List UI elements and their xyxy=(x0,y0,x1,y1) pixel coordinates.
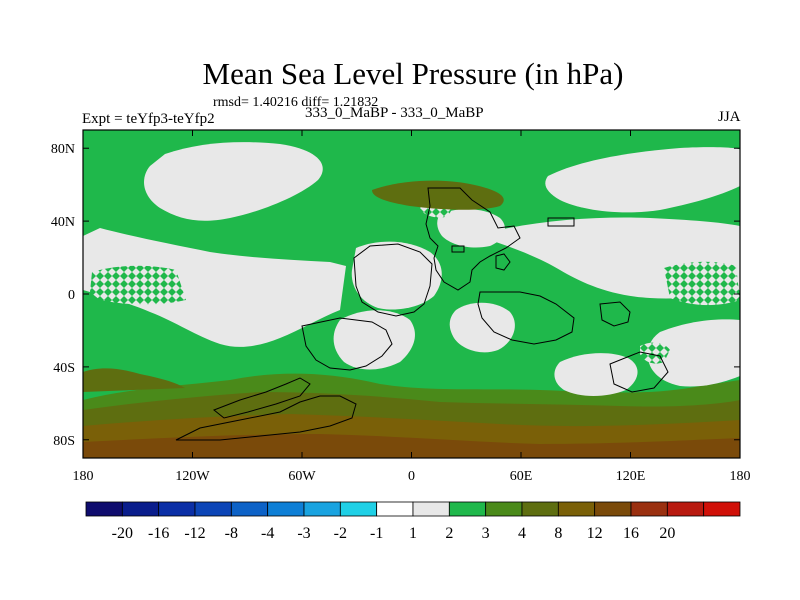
run-comparison-label: 333_0_MaBP - 333_0_MaBP xyxy=(305,105,484,121)
colorbar-label: 20 xyxy=(659,525,675,542)
x-tick-label: 180 xyxy=(73,469,94,484)
field-band-south-4 xyxy=(83,434,740,458)
colorbar-label: 2 xyxy=(445,525,453,542)
x-tick-label: 120E xyxy=(616,469,646,484)
colorbar-swatch xyxy=(376,501,414,517)
colorbar-swatch xyxy=(594,501,632,517)
x-tick-label: 120W xyxy=(175,469,210,484)
season-label: JJA xyxy=(718,109,741,125)
colorbar-label: -3 xyxy=(297,525,310,542)
field-near-zero-north-atlantic xyxy=(545,147,740,213)
experiment-label: Expt = teYfp3-teYfp2 xyxy=(82,111,215,127)
colorbar-swatch xyxy=(339,501,378,517)
x-tick-label: 60E xyxy=(510,469,533,484)
field-hatch-west-pacific xyxy=(90,265,186,305)
coastlines xyxy=(175,187,669,441)
colorbar-label: 4 xyxy=(518,525,526,542)
field-near-zero-tropics-west xyxy=(83,228,346,347)
field-high-anomaly-north xyxy=(372,180,504,210)
x-tick-label: 60W xyxy=(288,469,316,484)
field-band-south-5 xyxy=(83,368,185,392)
colorbar-swatch xyxy=(630,501,668,517)
colorbar-label: -2 xyxy=(334,525,347,542)
colorbar-swatch xyxy=(666,501,705,517)
y-tick-label: 80N xyxy=(51,142,75,157)
colorbar-swatch xyxy=(485,501,523,517)
map-field xyxy=(83,130,740,458)
colorbar-label: 8 xyxy=(554,525,562,542)
x-tick-label: 180 xyxy=(730,469,751,484)
colorbar-swatch xyxy=(448,501,487,517)
colorbar-swatch xyxy=(412,501,450,517)
colorbar-swatch xyxy=(557,501,596,517)
colorbar-label: 12 xyxy=(587,525,603,542)
colorbar-swatch xyxy=(121,501,160,517)
colorbar-label: -1 xyxy=(370,525,383,542)
field-near-zero-americas xyxy=(351,241,442,310)
colorbar-label: 16 xyxy=(623,525,639,542)
colorbar-label: 3 xyxy=(482,525,490,542)
colorbar: -20 -16 -12 -8 -4 -3 -2 -1 1 2 3 4 8 12 16 20 xyxy=(85,501,741,542)
field-near-zero-south-indian xyxy=(554,353,638,396)
field-near-zero-north-pacific xyxy=(144,142,323,221)
colorbar-label: 1 xyxy=(409,525,417,542)
colorbar-swatch xyxy=(267,501,305,517)
colorbar-label: -4 xyxy=(261,525,274,542)
y-tick-label: 40S xyxy=(53,361,75,376)
colorbar-label: -8 xyxy=(225,525,238,542)
colorbar-swatch xyxy=(85,501,123,517)
colorbar-swatch xyxy=(521,501,559,517)
x-tick-label: 0 xyxy=(408,469,415,484)
y-tick-label: 80S xyxy=(53,434,75,449)
colorbar-swatch xyxy=(303,501,341,517)
colorbar-swatch xyxy=(158,501,196,517)
colorbar-swatch xyxy=(194,501,232,517)
rmsd-diff-stats: rmsd= 1.40216 diff= 1.21832 xyxy=(213,95,379,110)
plot-title: Mean Sea Level Pressure (in hPa) xyxy=(202,56,624,91)
field-near-zero-southeast-pacific xyxy=(648,319,740,387)
field-hatch-south xyxy=(640,342,670,364)
colorbar-label: -12 xyxy=(184,525,205,542)
field-hatch-east-pacific xyxy=(664,261,740,306)
field-near-zero-indian-ocean xyxy=(449,302,515,353)
colorbar-label: -20 xyxy=(112,525,133,542)
field-near-zero-south-atlantic xyxy=(333,310,415,370)
field-near-zero-north-atlantic-small xyxy=(437,209,505,248)
y-tick-label: 40N xyxy=(51,215,75,230)
axes: 180 120W 60W 0 60E 120E 180 80N 40N 0 40S 80S xyxy=(51,130,751,484)
y-tick-label: 0 xyxy=(68,288,75,303)
colorbar-swatch xyxy=(703,501,741,517)
colorbar-swatch xyxy=(230,501,269,517)
colorbar-label: -16 xyxy=(148,525,169,542)
